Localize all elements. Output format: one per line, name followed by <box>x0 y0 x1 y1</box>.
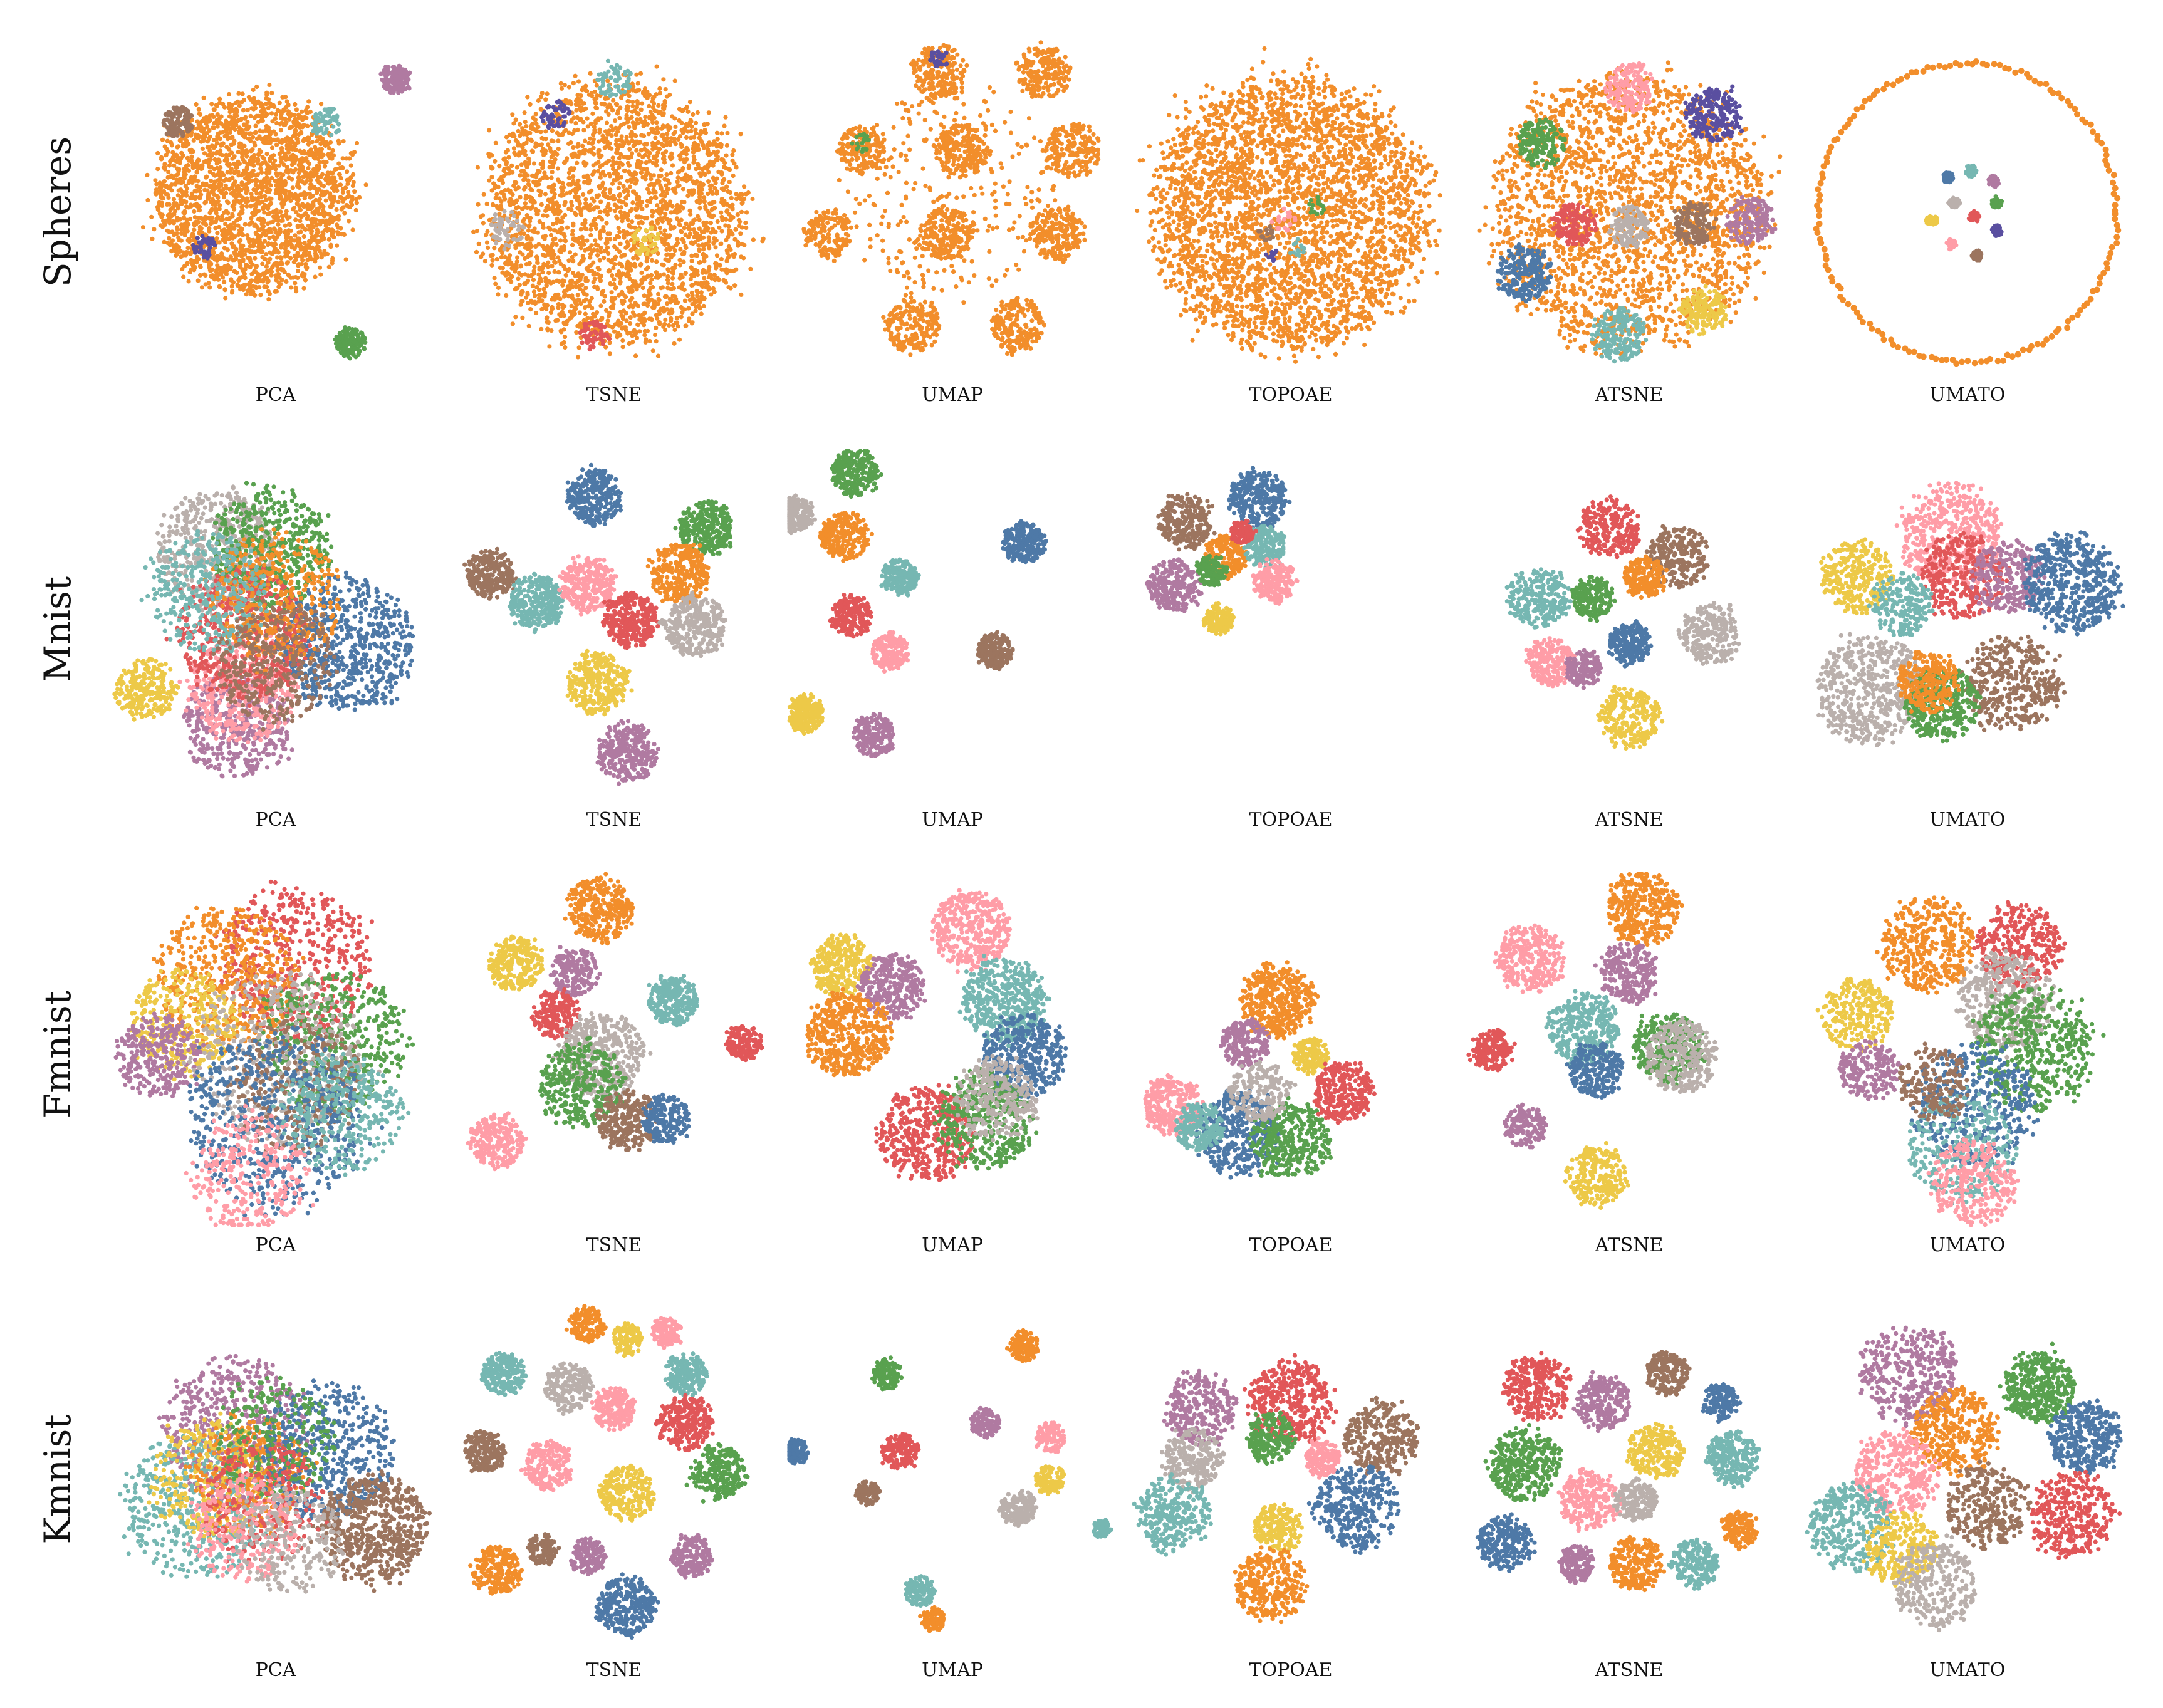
scatter-point <box>194 102 199 107</box>
scatter-point <box>211 125 215 130</box>
row-label-spheres: Spheres <box>36 137 79 287</box>
scatter-point <box>319 102 323 106</box>
scatter-point <box>352 189 357 194</box>
scatter-point <box>253 115 257 120</box>
row-label-kmnist: Kmnist <box>36 1414 79 1544</box>
method-label-spheres-umato: UMATO <box>1930 384 2006 406</box>
scatter-point <box>141 225 145 229</box>
method-label-kmnist-umato: UMATO <box>1930 1659 2006 1681</box>
scatter-point <box>246 127 250 131</box>
scatter-point <box>270 145 274 150</box>
method-label-fmnist-pca: PCA <box>256 1234 296 1256</box>
scatter-point <box>186 246 190 250</box>
scatter-point <box>279 147 284 151</box>
panel-spheres-pca <box>141 64 412 361</box>
method-label-mnist-pca: PCA <box>256 809 296 831</box>
method-label-spheres-umap: UMAP <box>922 384 983 406</box>
method-label-fmnist-umato: UMATO <box>1930 1234 2006 1256</box>
method-label-kmnist-pca: PCA <box>256 1659 296 1681</box>
method-label-kmnist-umap: UMAP <box>922 1659 983 1681</box>
scatter-point <box>278 101 282 105</box>
scatter-point <box>160 138 165 142</box>
scatter-point <box>206 139 210 143</box>
method-label-fmnist-atsne: ATSNE <box>1595 1234 1664 1256</box>
method-label-mnist-topoae: TOPOAE <box>1249 809 1333 831</box>
scatter-point <box>296 269 300 273</box>
method-label-mnist-tsne: TSNE <box>586 809 642 831</box>
scatter-point <box>294 289 298 293</box>
row-labels: Spheres Mnist Fmnist Kmnist <box>36 137 79 1544</box>
method-label-fmnist-tsne: TSNE <box>586 1234 642 1256</box>
scatter-point <box>336 200 341 204</box>
method-label-mnist-umato: UMATO <box>1930 809 2006 831</box>
method-label-kmnist-tsne: TSNE <box>586 1659 642 1681</box>
method-label-kmnist-atsne: ATSNE <box>1595 1659 1664 1681</box>
method-label-mnist-umap: UMAP <box>922 809 983 831</box>
scatter-point <box>181 274 185 279</box>
method-label-spheres-atsne: ATSNE <box>1595 384 1664 406</box>
scatter-point <box>153 178 157 182</box>
scatter-point <box>263 257 268 261</box>
row-label-fmnist: Fmnist <box>36 991 79 1118</box>
scatter-point <box>300 258 305 263</box>
scatter-panels <box>112 40 2125 1640</box>
scatter-point <box>259 170 264 175</box>
scatter-point <box>284 279 288 284</box>
scatter-point <box>202 96 206 100</box>
scatter-point <box>260 262 264 266</box>
row-label-mnist: Mnist <box>36 576 79 682</box>
method-label-mnist-atsne: ATSNE <box>1595 809 1664 831</box>
scatter-point <box>354 208 358 212</box>
scatter-point <box>254 85 259 89</box>
scatter-point <box>291 185 295 190</box>
scatter-point <box>209 102 214 106</box>
scatter-point <box>302 234 306 239</box>
method-label-fmnist-topoae: TOPOAE <box>1249 1234 1333 1256</box>
method-label-spheres-tsne: TSNE <box>586 384 642 406</box>
scatter-point <box>294 107 299 112</box>
method-label-kmnist-topoae: TOPOAE <box>1249 1659 1333 1681</box>
method-label-spheres-topoae: TOPOAE <box>1249 384 1333 406</box>
method-label-fmnist-umap: UMAP <box>922 1234 983 1256</box>
scatter-point <box>149 215 154 219</box>
scatter-point <box>274 143 279 147</box>
scatter-point <box>253 256 257 261</box>
method-label-spheres-pca: PCA <box>256 384 296 406</box>
scatter-point <box>226 170 230 174</box>
